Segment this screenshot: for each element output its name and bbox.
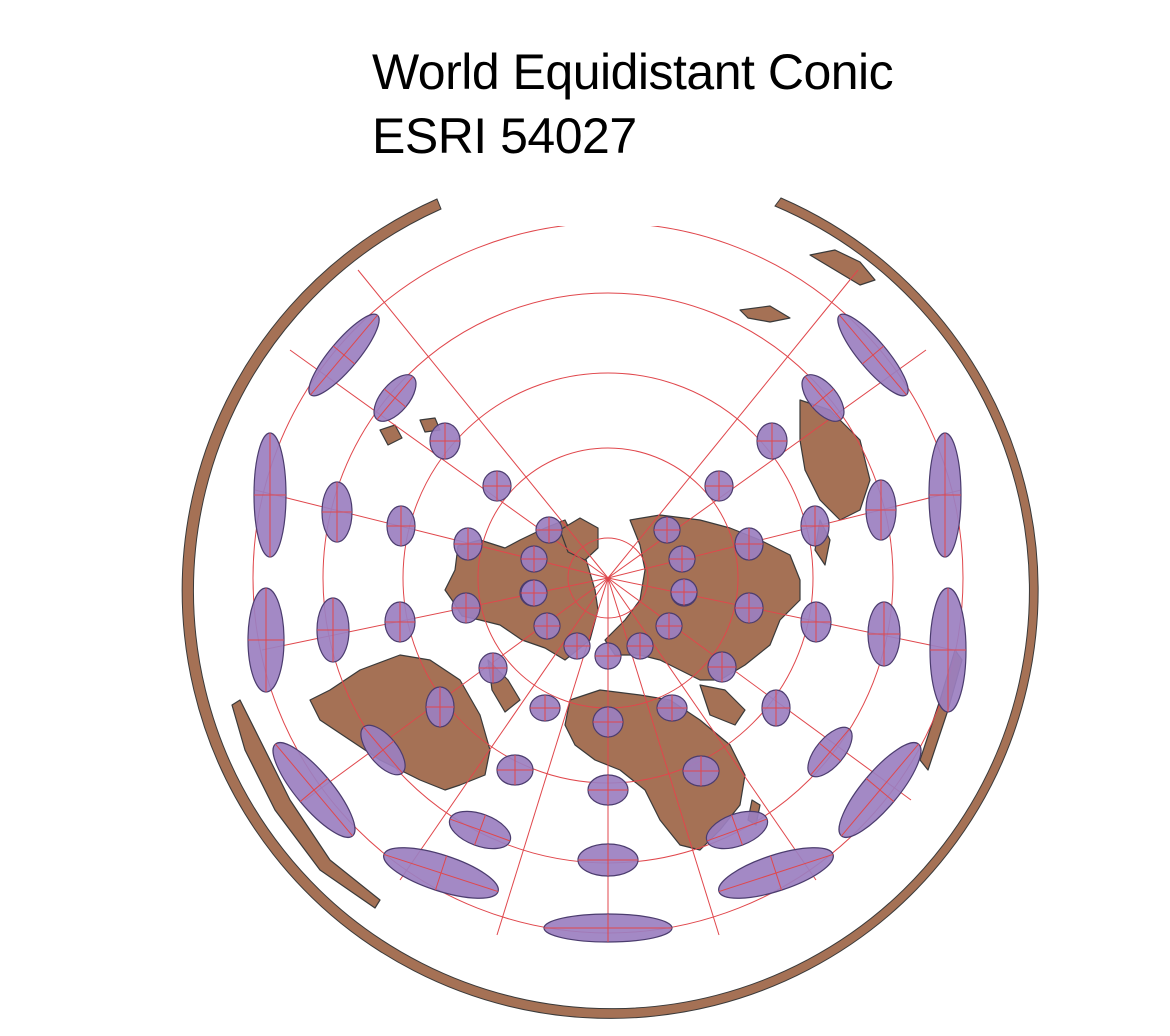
tissot-ellipse — [316, 597, 350, 663]
tissot-ellipse — [682, 755, 720, 787]
tissot-ellipse — [360, 724, 406, 776]
tissot-axis-minor — [718, 853, 834, 893]
tissot-ellipse — [448, 810, 512, 850]
tissot-ellipse — [756, 422, 788, 460]
tissot-ellipse — [496, 754, 534, 786]
tissot-ellipse — [429, 422, 461, 460]
tissot-axis-minor — [841, 743, 919, 837]
tissot-axis-minor — [363, 726, 403, 774]
tissot-ellipse — [383, 847, 499, 899]
tissot-ellipse — [478, 652, 508, 684]
tissot-ellipse — [837, 313, 909, 397]
tissot-ellipse — [801, 374, 845, 422]
tissot-ellipse — [533, 612, 561, 640]
tissot-ellipse — [308, 313, 380, 397]
tissot-ellipse — [800, 505, 830, 547]
tissot-ellipse — [453, 527, 483, 561]
tissot-axis-minor — [804, 376, 842, 420]
tissot-ellipse — [807, 726, 853, 778]
tissot-ellipse — [373, 374, 417, 422]
tissot-ellipse — [321, 481, 353, 543]
map-title-block: World Equidistant Conic ESRI 54027 — [372, 40, 894, 168]
tissot-axis-minor — [839, 314, 907, 396]
tissot-axis-minor — [376, 376, 414, 420]
tissot-ellipse — [655, 612, 683, 640]
tissot-ellipse — [577, 843, 639, 877]
tissot-ellipse — [563, 632, 591, 660]
kamchatka — [809, 249, 876, 286]
tissot-axis-minor — [275, 743, 353, 837]
tissot-ellipse — [587, 774, 629, 806]
tissot-ellipse — [520, 579, 548, 607]
tissot-ellipse — [761, 689, 791, 727]
greenland — [559, 517, 599, 561]
tissot-ellipse — [718, 847, 834, 899]
tissot-ellipse — [482, 470, 512, 502]
tissot-ellipse — [668, 545, 696, 573]
tissot-ellipse — [247, 587, 285, 693]
tissot-ellipse — [670, 578, 698, 606]
tissot-ellipse — [929, 587, 967, 713]
tissot-ellipse — [384, 601, 416, 643]
tissot-ellipse — [656, 694, 688, 722]
tissot-ellipse — [253, 432, 287, 558]
tissot-ellipse — [626, 632, 654, 660]
east-asia — [799, 399, 871, 521]
tissot-ellipse — [653, 516, 681, 544]
map-subtitle: ESRI 54027 — [372, 108, 637, 164]
tissot-axis-minor — [810, 728, 850, 776]
map-title: World Equidistant Conic — [372, 44, 894, 100]
tissot-ellipse — [705, 810, 769, 850]
tissot-ellipse — [928, 432, 962, 558]
antarctica-ring — [181, 197, 1039, 1019]
arabia — [699, 684, 746, 726]
arctic-island-b — [379, 424, 403, 446]
tissot-ellipse — [425, 686, 455, 728]
tissot-ellipse — [800, 601, 832, 643]
tissot-axis-minor — [706, 818, 768, 842]
tissot-ellipse — [734, 527, 764, 561]
tissot-ellipse — [592, 706, 624, 738]
tissot-indicatrix — [247, 313, 967, 943]
tissot-ellipse — [535, 516, 563, 544]
arctic-island-a — [739, 305, 791, 323]
tissot-ellipse — [594, 642, 622, 670]
tissot-ellipse — [867, 601, 901, 667]
tissot-ellipse — [704, 470, 734, 502]
tissot-axis-minor — [449, 818, 511, 842]
tissot-ellipse — [520, 545, 548, 573]
tissot-ellipse — [386, 505, 416, 547]
tissot-ellipse — [707, 651, 737, 683]
south-coast-strip-a — [231, 699, 381, 909]
tissot-ellipse — [529, 694, 561, 722]
tissot-ellipse — [272, 742, 356, 838]
tissot-ellipse — [451, 592, 481, 624]
tissot-axis-minor — [383, 853, 499, 893]
tissot-ellipse — [734, 592, 764, 624]
tissot-ellipse — [543, 913, 673, 943]
tissot-axis-minor — [310, 314, 378, 396]
tissot-ellipse — [865, 479, 897, 541]
